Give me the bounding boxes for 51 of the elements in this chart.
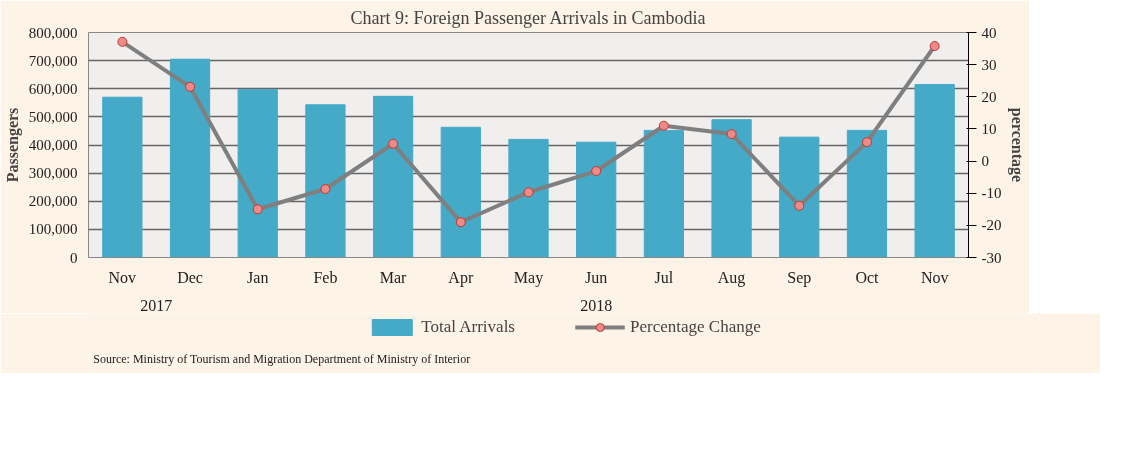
y-tick-label: 700,000: [28, 52, 78, 69]
bar: [711, 119, 752, 258]
bar: [914, 84, 955, 258]
x-tick-label: Jan: [247, 268, 269, 286]
y2-tick-label: -10: [981, 185, 1002, 202]
bar: [102, 96, 143, 258]
y2-tick-label: 20: [981, 88, 997, 105]
text: 2018: [580, 296, 613, 314]
y-tick-label: 600,000: [28, 80, 78, 97]
y2-tick-label: -30: [981, 249, 1002, 266]
y-axis-title: Passengers: [3, 107, 22, 183]
x-tick-label: Oct: [855, 268, 880, 286]
x-tick-label: Mar: [379, 268, 408, 286]
y2-tick-label: -20: [981, 217, 1002, 234]
x-tick-label: Dec: [177, 268, 203, 286]
chart-title: Chart 9: Foreign Passenger Arrivals in Cambodia: [350, 7, 706, 28]
y2-tick-label: 30: [981, 56, 997, 73]
bar: [576, 141, 617, 258]
bar: [305, 104, 346, 258]
text: 2017: [140, 296, 173, 314]
bar: [846, 129, 888, 258]
x-tick-label: Nov: [108, 268, 137, 286]
x-tick-label: Jul: [654, 268, 674, 286]
y-tick-label: 400,000: [28, 137, 78, 153]
bar: [643, 129, 685, 258]
bar: [779, 136, 820, 258]
x-tick-label: Jun: [585, 268, 608, 286]
y2-tick-label: 0: [981, 153, 989, 170]
x-tick-label: Feb: [313, 268, 338, 286]
bar: [169, 58, 211, 258]
x-tick-label: Apr: [448, 268, 474, 287]
x-tick-label: Sep: [787, 268, 812, 287]
legend-label: Total Arrivals: [421, 317, 515, 337]
y-tick-label: 300,000: [28, 165, 78, 182]
bar: [372, 95, 414, 258]
source-note: Source: Ministry of Tourism and Migration Department of Ministry of Interior: [93, 351, 471, 366]
bar: [508, 138, 549, 258]
y-tick-label: 0: [70, 249, 78, 266]
y-tick-label: 200,000: [28, 193, 78, 210]
bar: [237, 89, 278, 258]
y-tick-label: 100,000: [28, 221, 78, 238]
y2-axis-title: percentage: [1008, 107, 1027, 183]
x-tick-label: May: [513, 268, 544, 287]
y-tick-label: 800,000: [28, 24, 78, 41]
bar: [440, 126, 481, 258]
y2-tick-label: 10: [981, 120, 997, 137]
y2-tick-label: 40: [981, 24, 997, 41]
y-tick-label: 500,000: [28, 108, 78, 125]
legend-label: Percentage Change: [629, 317, 761, 337]
x-tick-label: Aug: [717, 268, 746, 287]
x-tick-label: Nov: [920, 268, 949, 286]
